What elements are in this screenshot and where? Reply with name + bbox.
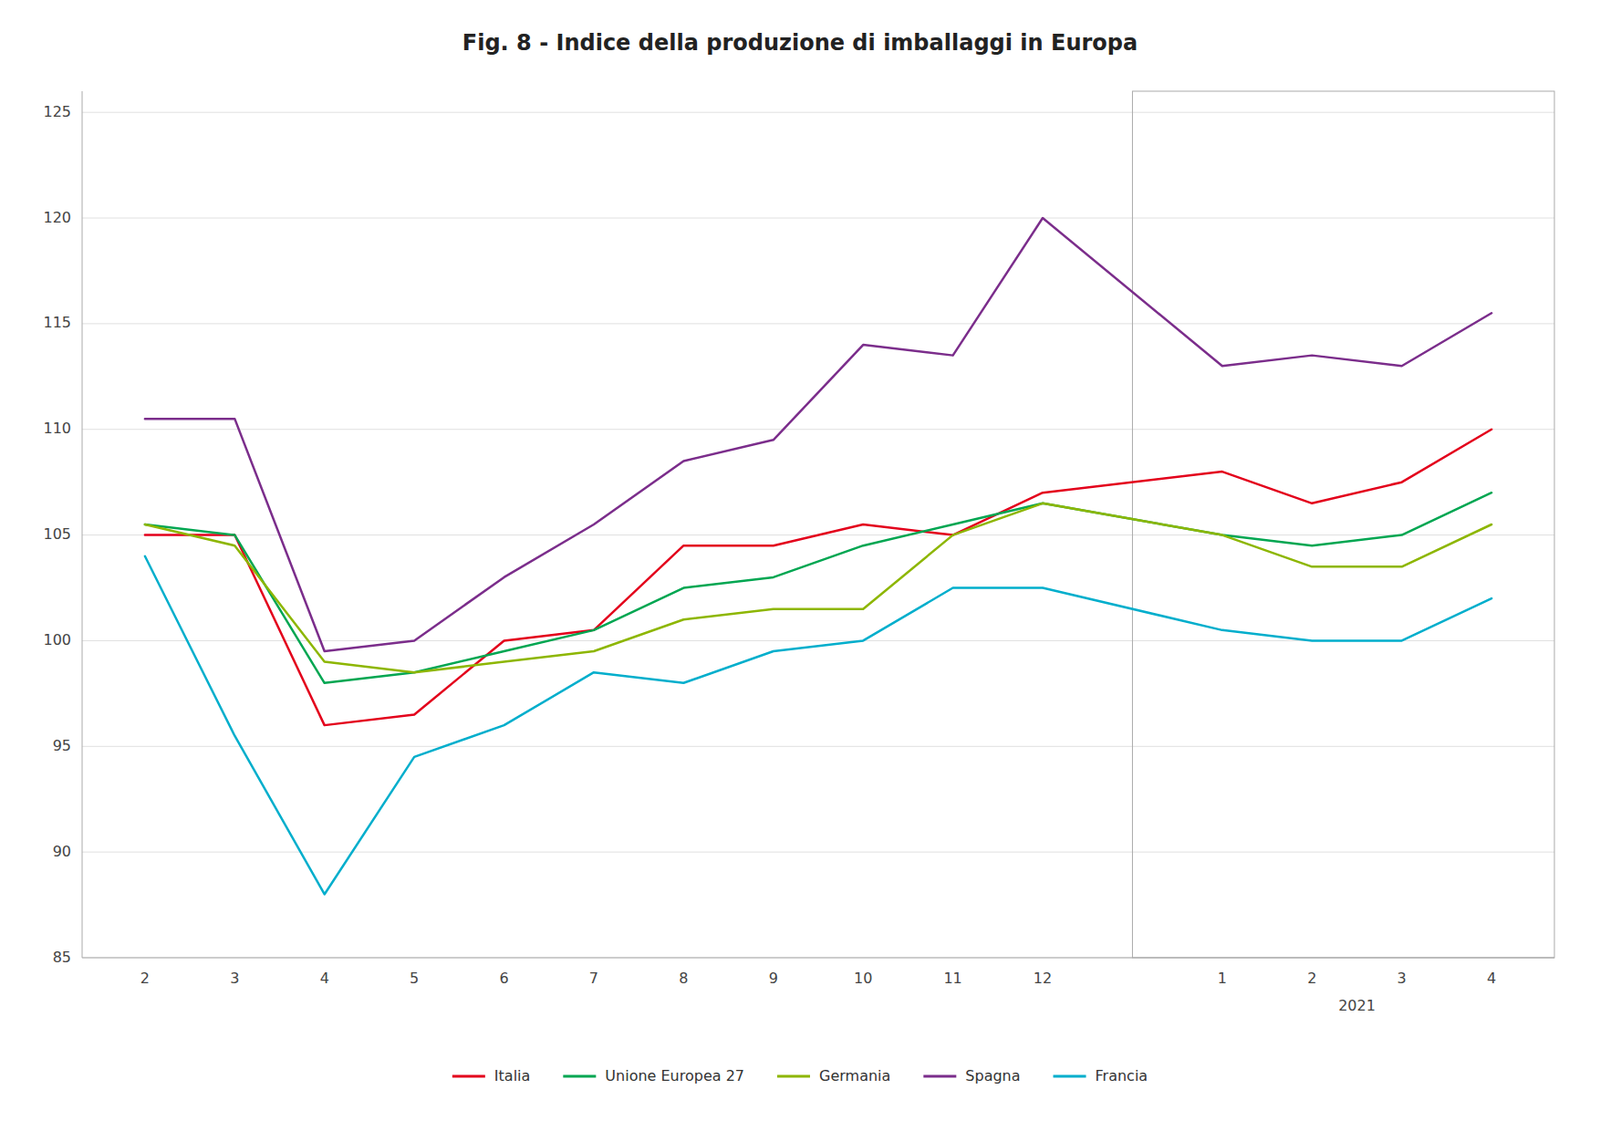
y-tick-label: 125 [42,103,72,121]
x-tick-label: 8 [678,969,688,988]
legend: Italia Unione Europea 27 Germania Spagna Fra… [452,1067,1148,1085]
series-line [145,492,1492,684]
x-tick-label: 9 [768,969,779,988]
y-tick-label: 95 [52,737,72,755]
annotation: 2021 [1338,997,1376,1015]
x-tick-label: 3 [229,969,239,988]
x-tick-label: 1 [1217,969,1227,988]
legend-item: Unione Europea 27 [562,1067,745,1085]
x-tick-label: 12 [1033,969,1052,988]
grid [82,112,1555,958]
x-tick-label: 6 [498,969,509,988]
grid-line [82,851,1555,853]
background [0,0,1600,1131]
lines [145,218,1492,894]
series-line [145,218,1492,652]
legend-label: Germania [819,1067,891,1085]
y-axis-line [82,91,84,958]
grid-line [82,218,1555,219]
legend-label: Spagna [965,1067,1020,1085]
title: Fig. 8 - Indice della produzione di imba… [462,30,1138,56]
legend-label: Unione Europea 27 [604,1067,745,1085]
y-tick-label: 90 [52,842,72,861]
legend-item: Spagna [923,1067,1020,1085]
x-tick-label: 7 [589,969,599,988]
series-line [145,556,1492,895]
legend-swatch [923,1075,956,1079]
x-tick-label: 4 [1486,969,1497,988]
x-tick-label: 5 [409,969,419,988]
grid-line [82,746,1555,748]
grid-line [82,112,1555,114]
legend-item: Germania [777,1067,891,1085]
legend-swatch [777,1075,811,1079]
legend-swatch [1053,1075,1087,1079]
y-tick-label: 110 [42,419,72,437]
legend-item: Francia [1053,1067,1149,1085]
x-tick-label: 2 [140,969,150,988]
chart: Fig. 8 - Indice della produzione di imba… [0,0,1600,1131]
y-tick-label: 85 [52,948,72,967]
x-tick-label: 3 [1397,969,1407,988]
x-tick-label: 2 [1307,969,1317,988]
legend-label: Italia [494,1067,531,1085]
x-tick-label: 4 [320,969,330,988]
series-line [145,429,1492,726]
legend-swatch [562,1075,596,1079]
y-tick-label: 100 [42,631,72,649]
y-tick-label: 120 [42,208,72,227]
grid-line [82,322,1555,324]
x-tick-label: 11 [943,969,962,988]
legend-swatch [452,1075,486,1079]
legend-label: Francia [1095,1067,1149,1085]
y-tick-label: 105 [42,525,72,543]
x-tick-label: 10 [853,969,873,988]
legend-item: Italia [452,1067,530,1085]
grid-line [82,428,1555,430]
y-tick-label: 115 [42,313,72,332]
